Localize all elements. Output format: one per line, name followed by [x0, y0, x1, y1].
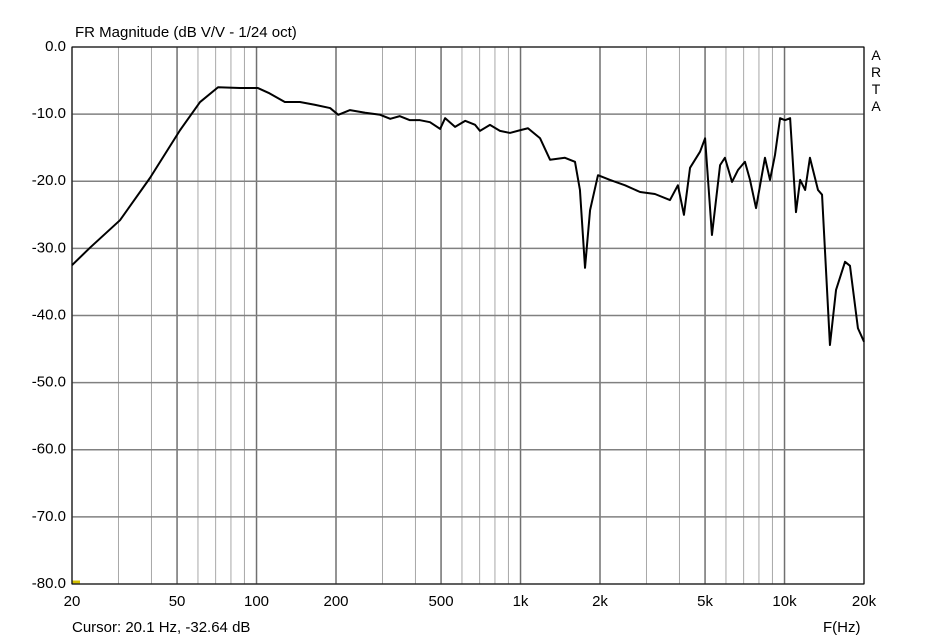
x-tick-label: 100	[244, 593, 269, 610]
x-tick-label: 1k	[513, 593, 529, 610]
y-tick-label: -80.0	[32, 575, 66, 592]
y-tick-label: -60.0	[32, 441, 66, 458]
x-tick-label: 5k	[697, 593, 713, 610]
x-tick-label: 50	[169, 593, 186, 610]
y-tick-label: 0.0	[45, 38, 66, 55]
x-tick-label: 10k	[772, 593, 797, 610]
plot-frame	[71, 46, 865, 585]
y-tick-label: -70.0	[32, 508, 66, 525]
y-tick-label: -20.0	[32, 172, 66, 189]
y-tick-label: -10.0	[32, 105, 66, 122]
x-tick-label: 200	[323, 593, 348, 610]
y-tick-label: -40.0	[32, 306, 66, 323]
x-tick-label: 20	[64, 593, 81, 610]
cursor-readout: Cursor: 20.1 Hz, -32.64 dB	[72, 619, 250, 636]
x-tick-label: 2k	[592, 593, 608, 610]
y-tick-label: -50.0	[32, 374, 66, 391]
response-curve	[71, 86, 865, 347]
grid	[71, 46, 865, 585]
x-axis-label: F(Hz)	[823, 619, 861, 636]
y-tick-label: -30.0	[32, 239, 66, 256]
x-tick-label: 500	[429, 593, 454, 610]
x-tick-label: 20k	[852, 593, 877, 610]
side-label: ARTA	[868, 47, 884, 115]
chart-title: FR Magnitude (dB V/V - 1/24 oct)	[75, 24, 297, 41]
